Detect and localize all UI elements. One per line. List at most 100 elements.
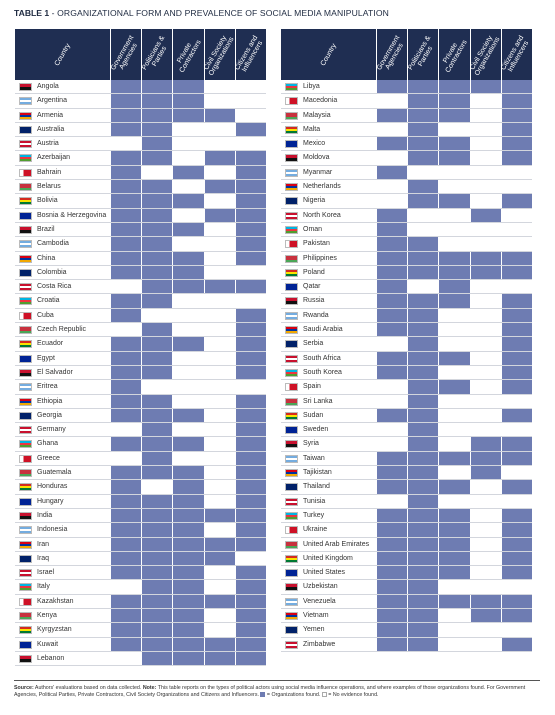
source-label: Source: bbox=[14, 685, 34, 691]
croatia-flag-icon bbox=[19, 297, 32, 306]
cell-found bbox=[469, 437, 501, 451]
cell-found bbox=[438, 480, 470, 494]
cell-none bbox=[469, 551, 501, 566]
syria-flag-icon bbox=[285, 440, 298, 449]
cell-none bbox=[376, 494, 408, 508]
ecuador-flag-icon bbox=[19, 340, 32, 349]
cell-none bbox=[469, 323, 501, 337]
cell-found bbox=[500, 523, 532, 537]
cell-none bbox=[438, 222, 470, 237]
cell-found bbox=[110, 466, 142, 480]
cell-none bbox=[234, 108, 266, 122]
cell-none bbox=[469, 280, 501, 294]
cell-none bbox=[469, 494, 501, 508]
sudan-flag-icon bbox=[285, 411, 298, 420]
cell-none bbox=[203, 380, 235, 394]
country-name: Indonesia bbox=[37, 526, 68, 534]
right-header-actor-0: Government Agencies bbox=[376, 29, 407, 80]
cell-found bbox=[376, 308, 408, 323]
malta-flag-icon bbox=[285, 125, 298, 134]
cell-found bbox=[376, 508, 408, 523]
cell-found bbox=[141, 523, 173, 537]
kenya-flag-icon bbox=[19, 611, 32, 620]
cell-found bbox=[234, 365, 266, 380]
cell-found bbox=[141, 180, 173, 194]
cell-found bbox=[172, 337, 204, 351]
cell-found bbox=[141, 208, 173, 222]
cell-found bbox=[376, 623, 408, 637]
cell-none bbox=[234, 80, 266, 94]
cell-found bbox=[376, 408, 408, 423]
cell-none bbox=[469, 537, 501, 551]
cell-none bbox=[203, 194, 235, 208]
legend-found-text: = Organizations found. bbox=[265, 691, 322, 698]
cell-found bbox=[234, 208, 266, 222]
cell-found bbox=[438, 294, 470, 308]
indonesia-flag-icon bbox=[19, 526, 32, 535]
country-name: Kazakhstan bbox=[37, 597, 74, 605]
left-header-actor-3: Civil Society Organizations bbox=[203, 29, 236, 80]
cell-none bbox=[500, 280, 532, 294]
cell-found bbox=[234, 222, 266, 237]
cell-none bbox=[376, 380, 408, 394]
cell-found bbox=[234, 180, 266, 194]
cell-found bbox=[141, 194, 173, 208]
cell-found bbox=[203, 151, 235, 165]
left-header-actor-2: Private Contractors bbox=[172, 29, 203, 80]
country-name: Hungary bbox=[37, 497, 64, 505]
cell-found bbox=[376, 265, 408, 280]
vietnam-flag-icon bbox=[285, 611, 298, 620]
table-row: Tajikistan bbox=[281, 466, 532, 481]
cell-found bbox=[141, 365, 173, 380]
cell-found bbox=[407, 437, 439, 451]
cell-none bbox=[203, 294, 235, 308]
cell-found bbox=[500, 323, 532, 337]
cell-none bbox=[234, 265, 266, 280]
cell-found bbox=[110, 637, 142, 651]
source-text: Authors' evaluations based on data colle… bbox=[33, 685, 143, 691]
kyrgyzstan-flag-icon bbox=[19, 626, 32, 635]
actor-column-label: Politicians & Parties bbox=[141, 34, 173, 74]
country-name: Angola bbox=[37, 83, 59, 90]
cell-none bbox=[234, 551, 266, 566]
table-row: Cambodia bbox=[15, 237, 266, 252]
cell-found bbox=[110, 108, 142, 122]
yemen-flag-icon bbox=[285, 626, 298, 635]
cell-found bbox=[376, 608, 408, 623]
country-name: Poland bbox=[303, 268, 325, 276]
cell-none bbox=[203, 523, 235, 537]
cell-none bbox=[438, 637, 470, 651]
cell-none bbox=[500, 623, 532, 637]
right-header-actor-2: Private Contractors bbox=[438, 29, 469, 80]
taiwan-flag-icon bbox=[285, 454, 298, 463]
cell-none bbox=[469, 151, 501, 165]
title-separator: - bbox=[49, 8, 58, 18]
guatemala-flag-icon bbox=[19, 469, 32, 478]
country-name: Nigeria bbox=[303, 197, 326, 205]
cell-found bbox=[172, 508, 204, 523]
cell-found bbox=[110, 151, 142, 165]
cell-found bbox=[407, 137, 439, 151]
cell-none bbox=[203, 623, 235, 637]
table-row: Spain bbox=[281, 380, 532, 395]
cell-found bbox=[407, 623, 439, 637]
cell-found bbox=[376, 208, 408, 222]
cell-found bbox=[500, 351, 532, 365]
cell-found bbox=[172, 165, 204, 180]
table-row: Costa Rica bbox=[15, 280, 266, 295]
cell-found bbox=[110, 80, 142, 94]
cell-found bbox=[500, 337, 532, 351]
country-name: Costa Rica bbox=[37, 283, 72, 291]
cell-found bbox=[234, 466, 266, 480]
cell-none bbox=[110, 651, 142, 666]
cell-found bbox=[141, 537, 173, 551]
cell-none bbox=[110, 580, 142, 594]
cell-found bbox=[141, 94, 173, 108]
table-row: Ethiopia bbox=[15, 394, 266, 409]
cell-none bbox=[438, 580, 470, 594]
cell-found bbox=[500, 194, 532, 208]
cell-none bbox=[234, 380, 266, 394]
ukraine-flag-icon bbox=[285, 526, 298, 535]
cell-found bbox=[234, 651, 266, 666]
table-row: Uzbekistan bbox=[281, 580, 532, 595]
